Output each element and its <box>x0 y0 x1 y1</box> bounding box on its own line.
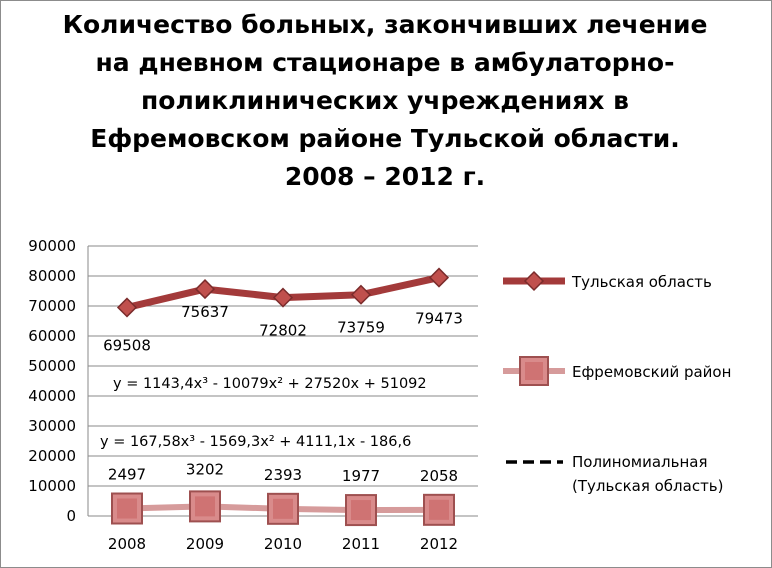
y-tick-label: 50000 <box>28 357 76 375</box>
y-tick-label: 80000 <box>28 267 76 285</box>
x-tick-label: 2008 <box>108 535 146 553</box>
trend-equations: y = 1143,4x³ - 10079x² + 27520x + 51092 y… <box>100 376 427 450</box>
legend-label-efremovsky: Ефремовский район <box>572 363 731 381</box>
y-tick-label: 90000 <box>28 237 76 255</box>
marker-tulskaya <box>428 267 450 288</box>
marker-efremovsky-inner <box>351 500 371 521</box>
chart-title: Количество больных, закончивших лечение … <box>62 10 708 191</box>
x-tick-label: 2012 <box>420 535 458 553</box>
marker-efremovsky-inner <box>195 496 215 517</box>
data-label-tulskaya: 69508 <box>103 336 151 354</box>
data-label-efremovsky: 2497 <box>108 466 146 484</box>
data-label-tulskaya: 75637 <box>181 303 229 321</box>
marker-tulskaya <box>194 279 216 300</box>
data-label-efremovsky: 1977 <box>342 467 380 485</box>
x-tick-label: 2009 <box>186 535 224 553</box>
y-tick-label: 60000 <box>28 327 76 345</box>
data-label-tulskaya: 72802 <box>259 322 307 340</box>
marker-tulskaya <box>272 287 294 308</box>
legend-label-trend-line2: (Тульская область) <box>572 477 724 495</box>
x-tick-label: 2011 <box>342 535 380 553</box>
trend-equation-efremovsky: y = 167,58x³ - 1569,3x² + 4111,1x - 186,… <box>100 434 411 450</box>
data-label-efremovsky: 2393 <box>264 466 302 484</box>
legend-label-trend-line1: Полиномиальная <box>572 453 707 471</box>
legend-marker-efremovsky-inner <box>525 362 543 380</box>
trend-equation-tulskaya: y = 1143,4x³ - 10079x² + 27520x + 51092 <box>113 376 427 392</box>
y-tick-label: 0 <box>66 507 76 525</box>
marker-tulskaya <box>116 297 138 318</box>
y-tick-label: 70000 <box>28 297 76 315</box>
legend-marker-tulskaya <box>523 270 545 292</box>
legend-label-tulskaya: Тульская область <box>571 273 712 291</box>
data-label-efremovsky: 3202 <box>186 460 224 478</box>
y-tick-label: 40000 <box>28 387 76 405</box>
data-label-tulskaya: 79473 <box>415 310 463 328</box>
legend: Тульская область Ефремовский район Полином… <box>503 270 731 495</box>
marker-efremovsky-inner <box>429 499 449 520</box>
marker-efremovsky-inner <box>117 498 137 519</box>
marker-efremovsky-inner <box>273 498 293 519</box>
data-label-efremovsky: 2058 <box>420 467 458 485</box>
data-labels: 69508 75637 72802 73759 79473 2497 3202 2393 197… <box>103 303 463 485</box>
marker-tulskaya <box>350 284 372 305</box>
series-markers <box>111 267 455 527</box>
x-axis: 2008 2009 2010 2011 2012 <box>88 515 478 553</box>
x-tick-label: 2010 <box>264 535 302 553</box>
y-tick-label: 20000 <box>28 447 76 465</box>
y-tick-label: 30000 <box>28 417 76 435</box>
data-label-tulskaya: 73759 <box>337 319 385 337</box>
y-axis: 0 10000 20000 30000 40000 50000 60000 70000 8000… <box>28 237 89 525</box>
y-tick-label: 10000 <box>28 477 76 495</box>
